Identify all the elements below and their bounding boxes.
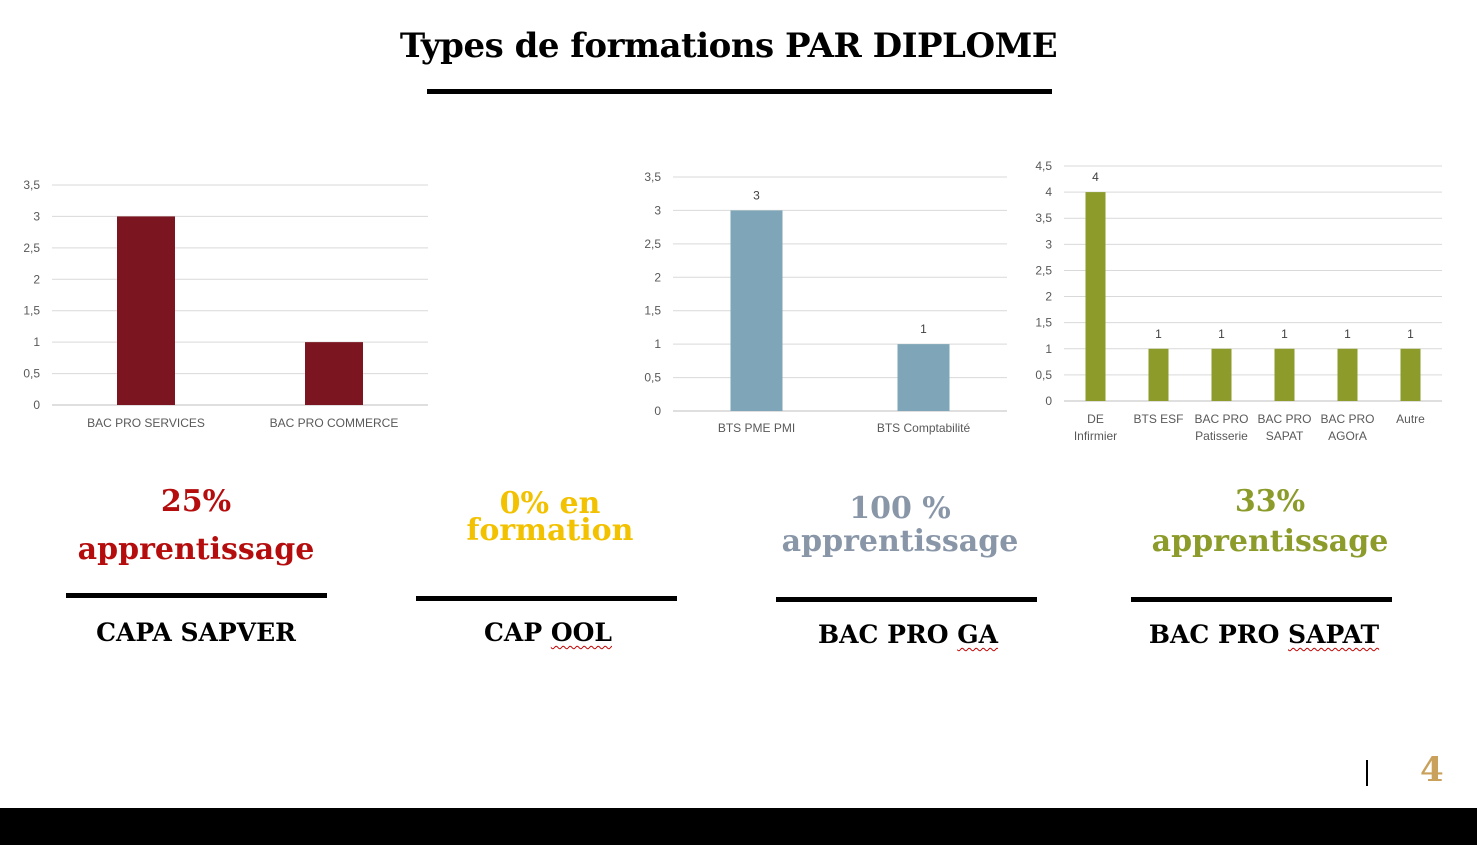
category-label: BAC PRO SERVICES	[87, 416, 205, 430]
y-tick-label: 3,5	[644, 170, 661, 184]
bar	[1337, 348, 1358, 401]
stat-cap-ool-line1: 0% en	[499, 486, 601, 521]
data-label: 1	[1155, 327, 1162, 341]
y-tick-label: 0,5	[644, 371, 661, 385]
y-tick-label: 0	[654, 404, 661, 418]
y-tick-label: 3,5	[23, 178, 40, 192]
y-tick-label: 4	[1045, 185, 1052, 199]
category-label: Infirmier	[1074, 429, 1117, 443]
category-label: DE	[1087, 412, 1104, 426]
y-tick-label: 1,5	[23, 304, 40, 318]
stat-cap-ool-line2: formation	[466, 513, 634, 548]
page-number: 4	[1420, 750, 1444, 790]
stat-bac-pro-sapat-line2: apprentissage	[1151, 524, 1389, 559]
stat-bac-pro-ga-line2: apprentissage	[781, 524, 1019, 559]
label-capa-sapver-text: CAPA SAPVER	[96, 618, 296, 647]
y-tick-label: 1	[654, 337, 661, 351]
category-label: BTS ESF	[1133, 412, 1183, 426]
stat-cap-ool: 0% en formation	[400, 486, 700, 548]
bar	[1274, 348, 1295, 401]
section-rule-cap-ool	[416, 596, 677, 601]
data-label: 4	[1092, 170, 1099, 184]
y-tick-label: 3	[1045, 237, 1052, 251]
data-label: 1	[1407, 327, 1414, 341]
y-tick-label: 2	[33, 272, 40, 286]
page-number-separator	[1366, 760, 1368, 786]
bar	[897, 344, 950, 411]
label-bac-pro-ga: BAC PRO GA	[758, 620, 1058, 649]
stat-bac-pro-sapat: 33% apprentissage	[1120, 482, 1420, 562]
category-label: BTS Comptabilité	[877, 421, 971, 435]
y-tick-label: 0	[1045, 394, 1052, 408]
y-tick-label: 3	[654, 203, 661, 217]
category-label: BAC PRO	[1320, 412, 1374, 426]
section-rule-capa-sapver	[66, 593, 327, 598]
category-label: BAC PRO COMMERCE	[270, 416, 399, 430]
category-label: AGOrA	[1328, 429, 1367, 443]
y-tick-label: 2	[654, 270, 661, 284]
category-label: BAC PRO	[1257, 412, 1311, 426]
chart-other-diplomas: 0 0,5 1 1,5 2 2,5 3 3,5 4 4,5 4 DE Infirmier 1 BTS ESF…	[1035, 159, 1442, 443]
stat-capa-sapver-line1: 25%	[160, 484, 232, 519]
page-title: Types de formations PAR DIPLOME	[399, 26, 1058, 66]
label-bac-pro-ga-code: GA	[957, 620, 998, 649]
chart-bac-pro: 0 0,5 1 1,5 2 2,5 3 3,5 BAC PRO SERVICES BAC PRO …	[23, 178, 428, 430]
category-label: Patisserie	[1195, 429, 1248, 443]
y-tick-label: 1,5	[644, 304, 661, 318]
y-tick-label: 1	[1045, 342, 1052, 356]
y-tick-label: 2,5	[644, 237, 661, 251]
section-rule-bac-pro-ga	[776, 597, 1037, 602]
y-tick-label: 3,5	[1035, 211, 1052, 225]
bar	[1085, 192, 1106, 401]
bar	[1211, 348, 1232, 401]
bar	[117, 216, 175, 405]
title-underline	[427, 89, 1052, 94]
y-tick-label: 2	[1045, 290, 1052, 304]
y-tick-label: 3	[33, 209, 40, 223]
category-label: BTS PME PMI	[718, 421, 795, 435]
category-label: SAPAT	[1266, 429, 1304, 443]
y-tick-label: 4,5	[1035, 159, 1052, 173]
stat-capa-sapver: 25% apprentissage	[46, 478, 346, 574]
category-label: BAC PRO	[1194, 412, 1248, 426]
label-bac-pro-sapat-code: SAPAT	[1288, 620, 1380, 649]
label-cap-ool-prefix: CAP	[484, 618, 551, 647]
data-label: 1	[1218, 327, 1225, 341]
y-tick-label: 0,5	[1035, 368, 1052, 382]
bar	[1148, 348, 1169, 401]
y-tick-label: 2,5	[23, 241, 40, 255]
stat-capa-sapver-line2: apprentissage	[77, 532, 315, 567]
label-cap-ool-code: OOL	[550, 618, 612, 647]
label-bac-pro-sapat-prefix: BAC PRO	[1148, 620, 1289, 649]
label-bac-pro-sapat: BAC PRO SAPAT	[1114, 620, 1414, 649]
bar	[1400, 348, 1421, 401]
y-tick-label: 1	[33, 335, 40, 349]
chart-bts: 0 0,5 1 1,5 2 2,5 3 3,5 3 BTS PME PMI 1 BTS Comptab…	[644, 170, 1007, 435]
label-cap-ool: CAP OOL	[398, 618, 698, 647]
bar	[305, 342, 363, 405]
y-tick-label: 0	[33, 398, 40, 412]
bar	[730, 210, 783, 411]
category-label: Autre	[1396, 412, 1425, 426]
stat-bac-pro-sapat-line1: 33%	[1234, 484, 1306, 519]
data-label: 1	[1344, 327, 1351, 341]
label-capa-sapver: CAPA SAPVER	[46, 618, 346, 647]
stat-bac-pro-ga-line1: 100 %	[849, 491, 951, 526]
footer-bar	[0, 808, 1477, 845]
data-label: 1	[1281, 327, 1288, 341]
data-label: 3	[753, 188, 760, 202]
y-tick-label: 1,5	[1035, 316, 1052, 330]
data-label: 1	[920, 322, 927, 336]
label-bac-pro-ga-prefix: BAC PRO	[818, 620, 958, 649]
y-tick-label: 2,5	[1035, 263, 1052, 277]
section-rule-bac-pro-sapat	[1131, 597, 1392, 602]
stat-bac-pro-ga: 100 % apprentissage	[750, 492, 1050, 558]
y-tick-label: 0,5	[23, 367, 40, 381]
